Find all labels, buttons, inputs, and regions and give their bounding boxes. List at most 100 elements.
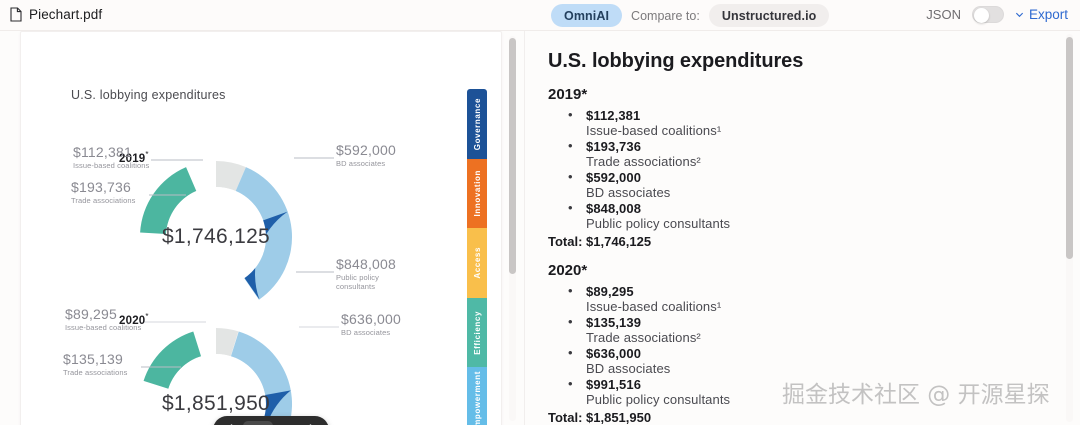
callout-2020-trade-associations: $135,139 Trade associations — [63, 351, 163, 377]
callout-2019-public-policy-consultants: $848,008 Public policy consultants — [336, 256, 398, 292]
top-toolbar: Piechart.pdf OmniAI Compare to: Unstruct… — [0, 0, 1080, 31]
next-page-button[interactable] — [303, 421, 322, 425]
item-amount: $991,516 — [586, 377, 642, 392]
file-name: Piechart.pdf — [29, 7, 103, 22]
callout-amount: $636,000 — [341, 311, 401, 327]
item-label: Trade associations² — [586, 154, 701, 169]
item-label: BD associates — [586, 361, 671, 376]
extraction-heading: U.S. lobbying expenditures — [548, 50, 804, 72]
model-compare-controls: OmniAI Compare to: Unstructured.io — [551, 4, 830, 27]
callout-label: BD associates — [341, 328, 391, 337]
json-toggle[interactable] — [971, 6, 1004, 23]
callout-2019-issue-based-coalitions: $112,381 Issue-based coalitions — [73, 144, 169, 170]
list-item: $592,000 BD associates — [548, 169, 1058, 200]
document-scrollbar-thumb[interactable] — [509, 38, 516, 274]
item-amount: $193,736 — [586, 139, 642, 154]
chart-subtitle-2020: 2020* — [119, 312, 149, 327]
output-controls: JSON Export — [926, 6, 1068, 23]
export-button[interactable]: Export — [1015, 7, 1068, 22]
vtab-efficiency-label: Efficiency — [472, 310, 482, 355]
callout-label: BD associates — [336, 159, 386, 168]
callout-amount: $135,139 — [63, 351, 123, 367]
section-tab-strip: Governance Innovation Access Efficiency … — [467, 89, 487, 425]
item-label: Issue-based coalitions¹ — [586, 299, 722, 314]
callout-label: Issue-based coalitions — [73, 161, 150, 170]
vtab-innovation-label: Innovation — [472, 170, 482, 217]
item-label: Issue-based coalitions¹ — [586, 123, 722, 138]
json-toggle-knob — [973, 8, 989, 23]
vtab-empowerment[interactable]: Empowerment — [467, 367, 487, 425]
item-amount: $112,381 — [586, 108, 641, 123]
vtab-governance[interactable]: Governance — [467, 89, 487, 159]
vtab-efficiency[interactable]: Efficiency — [467, 297, 487, 368]
page-navigation: 1 of 1 — [213, 416, 330, 425]
list-item: $848,008 Public policy consultants — [548, 200, 1058, 231]
vtab-access-label: Access — [472, 247, 482, 279]
extraction-total-2019: Total: $1,746,125 — [548, 234, 652, 249]
extraction-scrollbar-thumb[interactable] — [1066, 37, 1073, 259]
donut-center-value-2020: $1,851,950 — [161, 392, 271, 415]
callout-label: Public policy consultants — [336, 273, 379, 292]
callout-2019-bd-associates: $592,000 BD associates — [336, 142, 428, 168]
list-item: $89,295 Issue-based coalitions¹ — [548, 283, 1058, 314]
extraction-total-2020: Total: $1,851,950 — [548, 410, 652, 425]
page-number-input[interactable]: 1 — [243, 420, 273, 425]
pdf-page: U.S. lobbying expenditures 2019* — [20, 31, 502, 425]
list-item: $193,736 Trade associations² — [548, 138, 1058, 169]
extraction-pane[interactable]: U.S. lobbying expenditures 2019* $112,38… — [548, 31, 1058, 425]
extraction-scrollbar-track[interactable] — [1066, 34, 1073, 422]
vtab-empowerment-label: Empowerment — [472, 371, 482, 425]
item-label: Trade associations² — [586, 330, 701, 345]
extraction-year-2020: 2020* — [548, 262, 588, 279]
json-label: JSON — [926, 7, 961, 22]
compare-to-label: Compare to: — [631, 8, 700, 23]
item-amount: $135,139 — [586, 315, 642, 330]
chevron-down-icon — [1015, 12, 1024, 18]
document-preview-pane[interactable]: U.S. lobbying expenditures 2019* — [10, 31, 510, 425]
slice-2019-public-policy-consultants — [241, 211, 288, 300]
callout-amount: $89,295 — [65, 306, 118, 322]
export-label: Export — [1028, 7, 1068, 22]
vtab-governance-label: Governance — [472, 97, 482, 150]
item-label: Public policy consultants — [586, 392, 731, 407]
callout-label: Issue-based coalitions — [65, 323, 142, 332]
document-icon — [10, 7, 22, 22]
item-amount: $89,295 — [586, 284, 634, 299]
item-label: BD associates — [586, 185, 671, 200]
prev-page-button[interactable] — [220, 421, 239, 425]
donut-center-value-2019: $1,746,125 — [161, 225, 271, 248]
list-item: $991,516 Public policy consultants — [548, 376, 1058, 407]
list-item: $636,000 BD associates — [548, 345, 1058, 376]
callout-label: Trade associations — [71, 196, 136, 205]
slice-2020-issue-based-coalitions — [216, 328, 239, 357]
document-scrollbar-track[interactable] — [509, 36, 516, 421]
vtab-access[interactable]: Access — [467, 228, 487, 298]
item-amount: $592,000 — [586, 170, 642, 185]
pane-divider — [524, 31, 525, 425]
extraction-year-2019: 2019* — [548, 86, 588, 103]
slice-2019-issue-based-coalitions — [216, 160, 246, 191]
callout-amount: $592,000 — [336, 142, 396, 158]
chart-subtitle-2020-text: 2020* — [119, 312, 149, 327]
chart-subtitle-2019: 2019* — [119, 150, 149, 165]
extraction-list-2020: $89,295 Issue-based coalitions¹ $135,139… — [548, 283, 1058, 407]
item-amount: $848,008 — [586, 201, 642, 216]
callout-2020-issue-based-coalitions: $89,295 Issue-based coalitions — [65, 306, 165, 332]
callout-amount: $112,381 — [73, 144, 132, 160]
item-amount: $636,000 — [586, 346, 642, 361]
callout-amount: $193,736 — [71, 179, 131, 195]
compare-target-select[interactable]: Unstructured.io — [708, 4, 830, 27]
extraction-list-2019: $112,381 Issue-based coalitions¹ $193,73… — [548, 107, 1058, 231]
tab-omniai[interactable]: OmniAI — [551, 4, 623, 27]
chart-subtitle-2019-text: 2019* — [119, 150, 149, 165]
callout-amount: $848,008 — [336, 256, 396, 272]
item-label: Public policy consultants — [586, 216, 731, 231]
watermark: 掘金技术社区 @ 开源星探 — [782, 382, 1050, 408]
callout-2019-trade-associations: $193,736 Trade associations — [71, 179, 167, 205]
list-item: $112,381 Issue-based coalitions¹ — [548, 107, 1058, 138]
file-indicator[interactable]: Piechart.pdf — [10, 7, 102, 22]
vtab-innovation[interactable]: Innovation — [467, 158, 487, 229]
chart-title: U.S. lobbying expenditures — [71, 88, 226, 102]
callout-2020-bd-associates: $636,000 BD associates — [341, 311, 433, 337]
list-item: $135,139 Trade associations² — [548, 314, 1058, 345]
